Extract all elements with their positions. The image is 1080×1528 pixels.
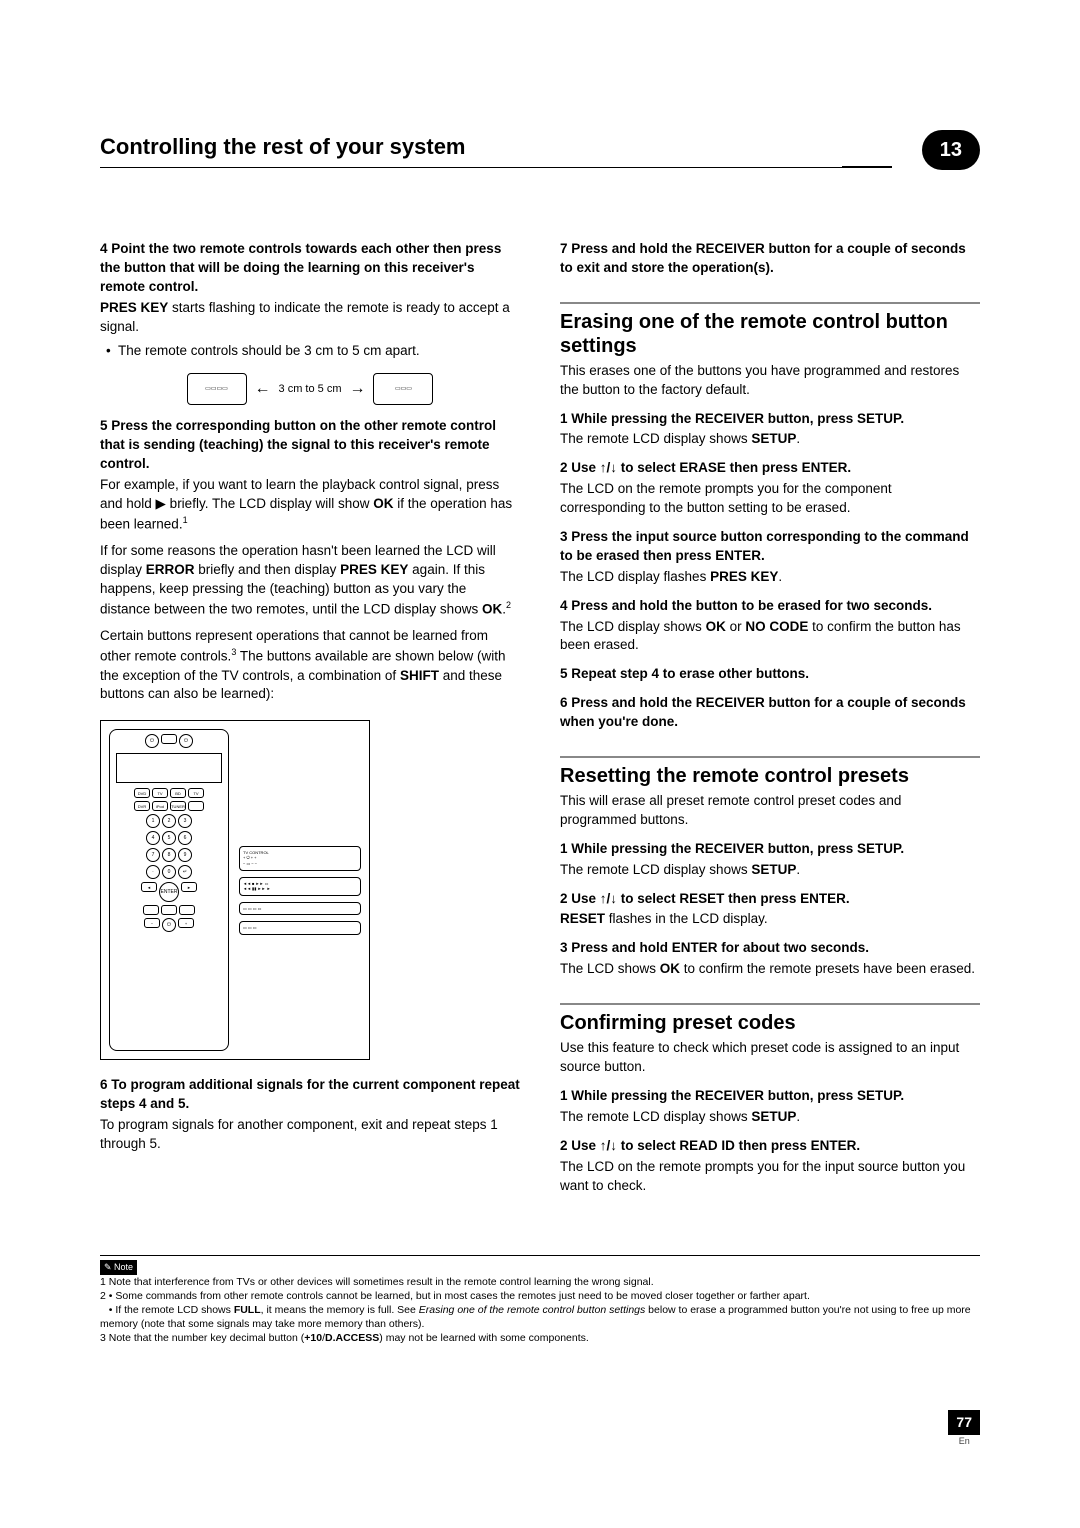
- footnote-2a: 2 • Some commands from other remote cont…: [100, 1290, 810, 1302]
- left-column: 4 Point the two remote controls towards …: [100, 230, 520, 1195]
- reset-step-3-head: 3 Press and hold ENTER for about two sec…: [560, 939, 980, 958]
- content-columns: 4 Point the two remote controls towards …: [100, 230, 980, 1195]
- step-6-body: To program signals for another component…: [100, 1116, 520, 1154]
- remote-body-icon: ⏻⏻ DVDTVBDTV DVRiPodTUNER 123 456 789 ·0…: [109, 729, 229, 1051]
- section-rule-1: [560, 302, 980, 304]
- diagram-distance-label: 3 cm to 5 cm: [279, 382, 342, 397]
- erase-step-6-head: 6 Press and hold the RECEIVER button for…: [560, 694, 980, 732]
- chapter-number-badge: 13: [922, 130, 980, 170]
- step-5-body-1: For example, if you want to learn the pl…: [100, 476, 520, 534]
- erase-step-4-head: 4 Press and hold the button to be erased…: [560, 597, 980, 616]
- erase-step-5-head: 5 Repeat step 4 to erase other buttons.: [560, 665, 980, 684]
- reset-step-2-head: 2 Use ↑/↓ to select RESET then press ENT…: [560, 890, 980, 909]
- footnote-1: 1 Note that interference from TVs or oth…: [100, 1276, 654, 1288]
- right-column: 7 Press and hold the RECEIVER button for…: [560, 230, 980, 1195]
- section-rule-2: [560, 756, 980, 758]
- arrow-right-icon: →: [349, 378, 365, 400]
- reset-step-1-head: 1 While pressing the RECEIVER button, pr…: [560, 840, 980, 859]
- page-number-value: 77: [948, 1410, 980, 1436]
- section-confirming-title: Confirming preset codes: [560, 1011, 980, 1035]
- remote-diagram: ⏻⏻ DVDTVBDTV DVRiPodTUNER 123 456 789 ·0…: [100, 720, 370, 1060]
- confirm-step-1-body: The remote LCD display shows SETUP.: [560, 1108, 980, 1127]
- section-resetting-intro: This will erase all preset remote contro…: [560, 792, 980, 830]
- erase-step-3-body: The LCD display flashes PRES KEY.: [560, 568, 980, 587]
- erase-step-1-head: 1 While pressing the RECEIVER button, pr…: [560, 410, 980, 429]
- section-confirming-intro: Use this feature to check which preset c…: [560, 1039, 980, 1077]
- step-4-bullet: The remote controls should be 3 cm to 5 …: [100, 342, 520, 361]
- note-label: Note: [100, 1260, 137, 1274]
- chapter-header: Controlling the rest of your system 13: [100, 130, 980, 170]
- step-4-body: PRES KEY starts flashing to indicate the…: [100, 299, 520, 337]
- confirm-step-1-head: 1 While pressing the RECEIVER button, pr…: [560, 1087, 980, 1106]
- erase-step-2-head: 2 Use ↑/↓ to select ERASE then press ENT…: [560, 459, 980, 478]
- erase-step-3-head: 3 Press the input source button correspo…: [560, 528, 980, 566]
- arrow-left-icon: ←: [255, 378, 271, 400]
- erase-step-2-body: The LCD on the remote prompts you for th…: [560, 480, 980, 518]
- footnotes: Note 1 Note that interference from TVs o…: [100, 1255, 980, 1345]
- confirm-step-2-head: 2 Use ↑/↓ to select READ ID then press E…: [560, 1137, 980, 1156]
- footnote-3: 3 Note that the number key decimal butto…: [100, 1332, 589, 1344]
- reset-step-1-body: The remote LCD display shows SETUP.: [560, 861, 980, 880]
- reset-step-2-body: RESET flashes in the LCD display.: [560, 910, 980, 929]
- erase-step-1-body: The remote LCD display shows SETUP.: [560, 430, 980, 449]
- step-7-head: 7 Press and hold the RECEIVER button for…: [560, 240, 980, 278]
- step-6-head: 6 To program additional signals for the …: [100, 1076, 520, 1114]
- page-number: 77 En: [948, 1410, 980, 1448]
- footnote-2b: • If the remote LCD shows FULL, it means…: [100, 1304, 971, 1330]
- section-resetting-title: Resetting the remote control presets: [560, 764, 980, 788]
- step-5-body-3: Certain buttons represent operations tha…: [100, 627, 520, 704]
- section-erasing-title: Erasing one of the remote control button…: [560, 310, 980, 358]
- erase-step-4-body: The LCD display shows OK or NO CODE to c…: [560, 618, 980, 656]
- remote-side-panel-icon: TV CONTROL+ ⏻ + +− ▭ − − ◄◄ ■ ►► ▭◄◄ ▮▮ …: [239, 729, 361, 1051]
- step-5-body-2: If for some reasons the operation hasn't…: [100, 542, 520, 619]
- remote-b-icon: ▭▭▭: [373, 373, 433, 405]
- remote-a-icon: ▭▭▭▭: [187, 373, 247, 405]
- section-erasing-intro: This erases one of the buttons you have …: [560, 362, 980, 400]
- distance-diagram: ▭▭▭▭ ← 3 cm to 5 cm → ▭▭▭: [100, 373, 520, 405]
- step-5-head: 5 Press the corresponding button on the …: [100, 417, 520, 474]
- page-lang: En: [948, 1435, 980, 1448]
- confirm-step-2-body: The LCD on the remote prompts you for th…: [560, 1158, 980, 1196]
- reset-step-3-body: The LCD shows OK to confirm the remote p…: [560, 960, 980, 979]
- step-4-head: 4 Point the two remote controls towards …: [100, 240, 520, 297]
- section-rule-3: [560, 1003, 980, 1005]
- chapter-title: Controlling the rest of your system: [100, 132, 892, 168]
